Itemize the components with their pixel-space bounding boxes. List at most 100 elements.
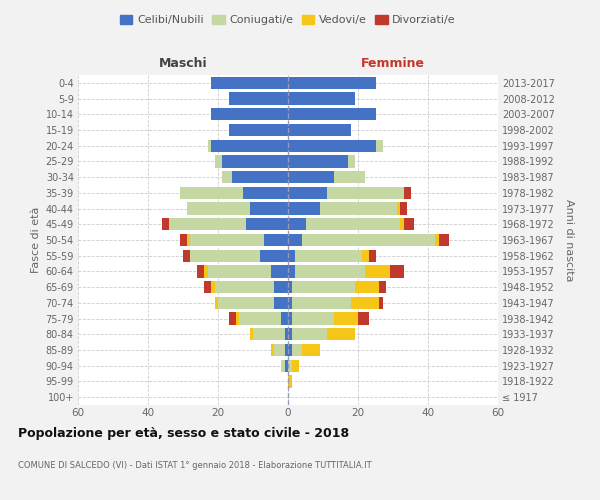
Bar — [351, 296, 379, 309]
Bar — [326, 328, 355, 340]
Bar — [284, 328, 288, 340]
Bar — [229, 312, 235, 324]
Legend: Celibi/Nubili, Coniugati/e, Vedovi/e, Divorziati/e: Celibi/Nubili, Coniugati/e, Vedovi/e, Di… — [116, 10, 460, 30]
Bar — [288, 328, 292, 340]
Bar — [288, 312, 292, 324]
Bar — [271, 344, 274, 356]
Bar — [211, 108, 288, 120]
Bar — [400, 202, 407, 214]
Bar — [358, 312, 368, 324]
Bar — [211, 281, 215, 293]
Bar — [197, 266, 204, 278]
Bar — [305, 218, 400, 230]
Bar — [239, 312, 281, 324]
Bar — [183, 250, 190, 262]
Bar — [288, 296, 292, 309]
Bar — [435, 234, 439, 246]
Bar — [439, 234, 449, 246]
Bar — [250, 328, 253, 340]
Bar — [288, 266, 295, 278]
Bar — [288, 202, 320, 214]
Bar — [218, 296, 274, 309]
Bar — [288, 171, 334, 183]
Bar — [246, 218, 288, 230]
Bar — [211, 140, 288, 152]
Bar — [187, 234, 190, 246]
Bar — [368, 250, 376, 262]
Bar — [288, 376, 292, 388]
Bar — [295, 266, 365, 278]
Bar — [389, 266, 404, 278]
Bar — [232, 171, 288, 183]
Text: Popolazione per età, sesso e stato civile - 2018: Popolazione per età, sesso e stato civil… — [18, 428, 349, 440]
Bar — [281, 360, 284, 372]
Text: COMUNE DI SALCEDO (VI) - Dati ISTAT 1° gennaio 2018 - Elaborazione TUTTITALIA.IT: COMUNE DI SALCEDO (VI) - Dati ISTAT 1° g… — [18, 460, 371, 469]
Bar — [292, 312, 334, 324]
Bar — [235, 312, 239, 324]
Bar — [208, 266, 271, 278]
Bar — [288, 76, 376, 89]
Bar — [288, 92, 355, 104]
Bar — [302, 234, 435, 246]
Bar — [284, 344, 288, 356]
Bar — [204, 266, 208, 278]
Bar — [187, 202, 250, 214]
Bar — [221, 156, 288, 168]
Bar — [320, 202, 397, 214]
Bar — [404, 186, 410, 199]
Bar — [376, 140, 383, 152]
Bar — [221, 171, 232, 183]
Bar — [190, 234, 263, 246]
Bar — [292, 360, 299, 372]
Bar — [271, 266, 288, 278]
Bar — [302, 344, 320, 356]
Bar — [284, 360, 288, 372]
Bar — [288, 186, 326, 199]
Bar — [281, 312, 288, 324]
Bar — [326, 186, 404, 199]
Bar — [274, 281, 288, 293]
Bar — [211, 76, 288, 89]
Text: Maschi: Maschi — [158, 58, 208, 70]
Bar — [288, 218, 305, 230]
Bar — [250, 202, 288, 214]
Bar — [274, 344, 284, 356]
Bar — [365, 266, 389, 278]
Bar — [334, 312, 358, 324]
Bar — [204, 281, 211, 293]
Bar — [274, 296, 288, 309]
Bar — [215, 281, 274, 293]
Bar — [288, 360, 292, 372]
Bar — [208, 140, 211, 152]
Bar — [295, 250, 361, 262]
Bar — [361, 250, 368, 262]
Bar — [292, 281, 355, 293]
Bar — [379, 281, 386, 293]
Bar — [379, 296, 383, 309]
Bar — [260, 250, 288, 262]
Bar — [179, 234, 187, 246]
Bar — [288, 140, 376, 152]
Bar — [288, 124, 351, 136]
Bar — [288, 156, 347, 168]
Bar — [190, 250, 260, 262]
Bar — [404, 218, 414, 230]
Bar — [397, 202, 400, 214]
Bar — [288, 281, 292, 293]
Bar — [215, 296, 218, 309]
Y-axis label: Anni di nascita: Anni di nascita — [565, 198, 574, 281]
Bar — [179, 186, 242, 199]
Bar — [288, 250, 295, 262]
Bar — [253, 328, 284, 340]
Bar — [288, 108, 376, 120]
Bar — [355, 281, 379, 293]
Bar — [288, 234, 302, 246]
Bar — [263, 234, 288, 246]
Bar — [229, 92, 288, 104]
Bar — [288, 344, 292, 356]
Bar — [215, 156, 221, 168]
Bar — [162, 218, 169, 230]
Bar — [400, 218, 404, 230]
Bar — [169, 218, 246, 230]
Bar — [347, 156, 355, 168]
